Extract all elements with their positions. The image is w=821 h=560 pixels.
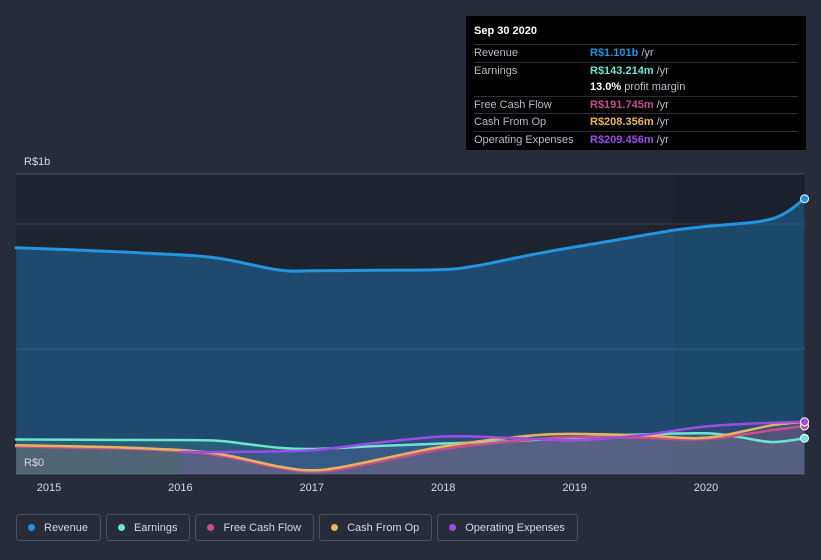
legend: Revenue Earnings Free Cash Flow Cash From O… bbox=[16, 514, 578, 541]
x-tick-label: 2019 bbox=[562, 482, 586, 494]
revenue-area bbox=[16, 198, 805, 475]
tooltip-value: R$191.745m bbox=[590, 98, 654, 111]
legend-dot-icon bbox=[118, 524, 126, 531]
tooltip-unit: /yr bbox=[641, 47, 654, 60]
tooltip-label: Earnings bbox=[474, 64, 518, 77]
tooltip-row: Operating Expenses R$209.456m/yr bbox=[474, 130, 798, 149]
legend-label: Operating Expenses bbox=[465, 521, 565, 534]
legend-item-operating-expenses[interactable]: Operating Expenses bbox=[437, 514, 578, 541]
tooltip-row: Free Cash Flow R$191.745m/yr bbox=[474, 95, 798, 114]
x-tick-label: 2015 bbox=[37, 482, 61, 494]
tooltip-date: Sep 30 2020 bbox=[474, 25, 537, 37]
earnings-line bbox=[14, 431, 806, 451]
x-tick-label: 2017 bbox=[300, 482, 324, 494]
y-axis-label-top: R$1b bbox=[24, 156, 50, 168]
tooltip-unit: /yr bbox=[656, 116, 669, 129]
tooltip-unit: /yr bbox=[656, 133, 669, 146]
x-tick-label: 2020 bbox=[694, 482, 718, 494]
tooltip-value: R$143.214m bbox=[590, 64, 654, 77]
tooltip-value: 13.0% bbox=[590, 81, 622, 94]
tooltip-value: R$209.456m bbox=[590, 133, 654, 146]
tooltip-label: Operating Expenses bbox=[474, 133, 574, 146]
earnings-end-point bbox=[800, 433, 810, 443]
legend-dot-icon bbox=[449, 524, 457, 531]
legend-label: Cash From Op bbox=[347, 521, 420, 534]
tooltip-value: R$208.356m bbox=[590, 116, 654, 129]
tooltip-value: R$1.101b bbox=[590, 47, 639, 60]
cash-from-op-line bbox=[14, 420, 806, 472]
operating-expenses-end-point bbox=[800, 417, 810, 427]
revenue-line bbox=[14, 197, 806, 273]
tooltip-row: Revenue R$1.101b/yr bbox=[474, 44, 798, 62]
tooltip-label: Revenue bbox=[474, 47, 519, 60]
tooltip-row: 13.0% profit margin bbox=[474, 79, 798, 96]
tooltip-unit: /yr bbox=[656, 98, 669, 111]
legend-label: Free Cash Flow bbox=[223, 521, 302, 534]
revenue-end-point bbox=[800, 194, 810, 204]
tooltip-row: Cash From Op R$208.356m/yr bbox=[474, 113, 798, 131]
legend-dot-icon bbox=[331, 524, 339, 531]
y-axis-label-bottom: R$0 bbox=[24, 457, 44, 469]
tooltip-label: Cash From Op bbox=[474, 116, 547, 129]
tooltip-unit: /yr bbox=[656, 64, 669, 77]
tooltip-label: Free Cash Flow bbox=[474, 98, 552, 111]
legend-dot-icon bbox=[207, 524, 215, 531]
tooltip-unit: profit margin bbox=[624, 81, 686, 94]
legend-dot-icon bbox=[28, 524, 35, 531]
operating-expenses-line bbox=[179, 420, 806, 454]
x-tick-label: 2016 bbox=[168, 482, 192, 494]
tooltip-panel: Sep 30 2020 Revenue R$1.101b/yr Earnings R$… bbox=[466, 16, 806, 150]
tooltip-row: Earnings R$143.214m/yr bbox=[474, 61, 798, 80]
legend-item-cash-from-op[interactable]: Cash From Op bbox=[319, 514, 433, 541]
legend-item-earnings[interactable]: Earnings bbox=[106, 514, 191, 541]
legend-label: Earnings bbox=[134, 521, 178, 534]
legend-item-free-cash-flow[interactable]: Free Cash Flow bbox=[195, 514, 315, 541]
legend-label: Revenue bbox=[44, 521, 89, 534]
x-tick-label: 2018 bbox=[431, 482, 455, 494]
legend-item-revenue[interactable]: Revenue bbox=[16, 514, 102, 541]
